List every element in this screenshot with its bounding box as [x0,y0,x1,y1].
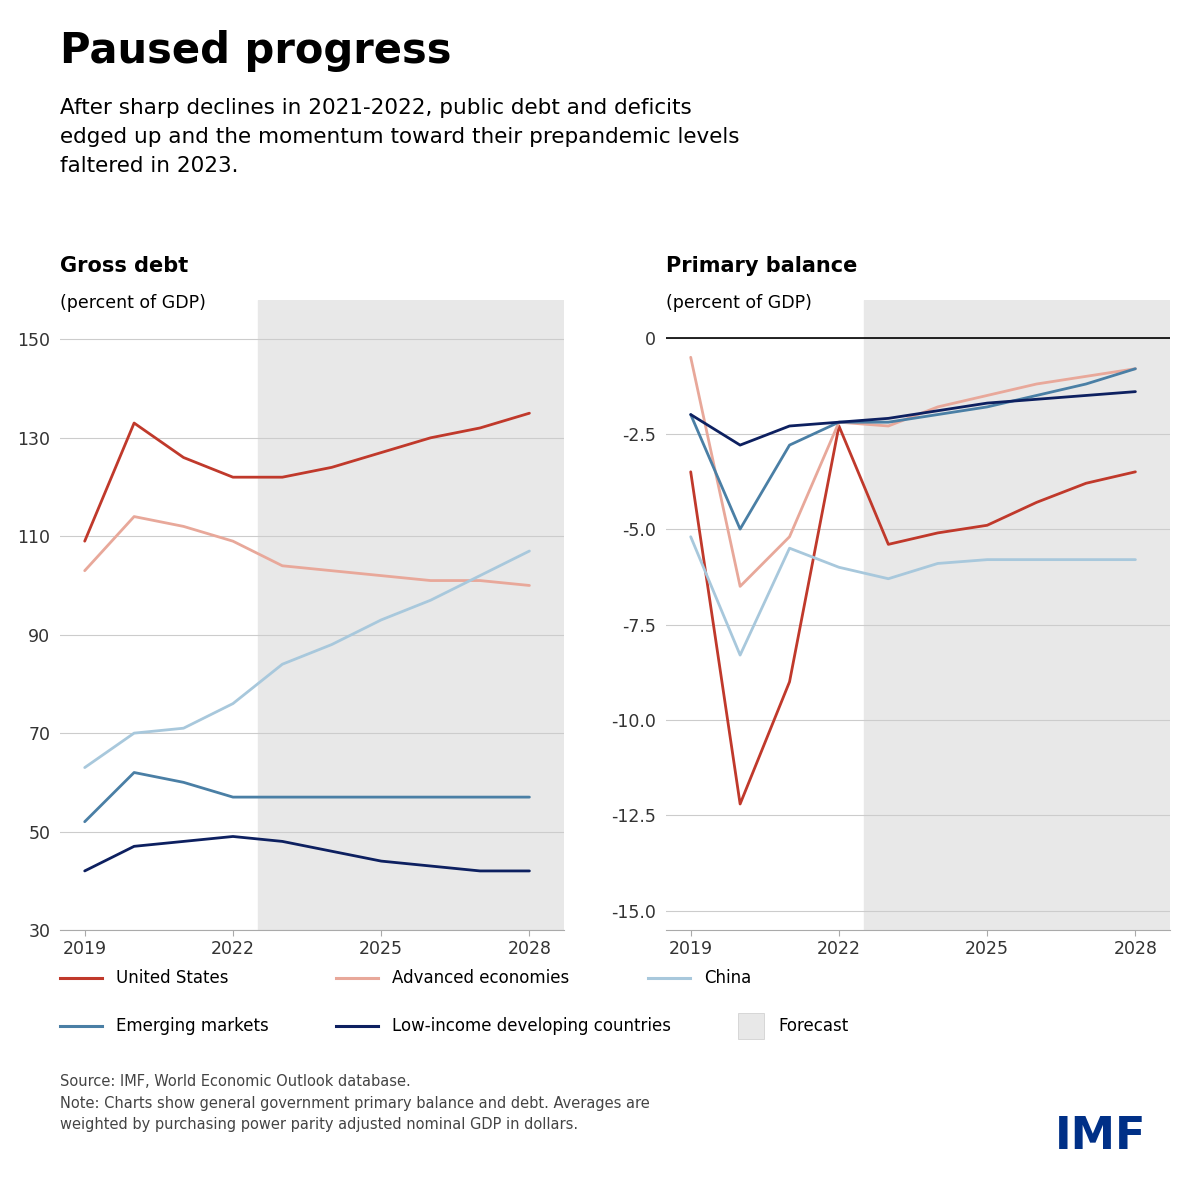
Text: Forecast: Forecast [779,1018,850,1034]
Text: Gross debt: Gross debt [60,256,188,276]
Text: After sharp declines in 2021-2022, public debt and deficits
edged up and the mom: After sharp declines in 2021-2022, publi… [60,98,739,176]
Text: Paused progress: Paused progress [60,30,451,72]
Text: Source: IMF, World Economic Outlook database.
Note: Charts show general governme: Source: IMF, World Economic Outlook data… [60,1074,649,1133]
Text: United States: United States [116,970,229,986]
Text: IMF: IMF [1055,1115,1146,1158]
Text: Advanced economies: Advanced economies [392,970,570,986]
Bar [258,300,564,930]
Text: Primary balance: Primary balance [666,256,857,276]
Text: Low-income developing countries: Low-income developing countries [392,1018,672,1034]
Text: (percent of GDP): (percent of GDP) [666,294,812,312]
Text: Emerging markets: Emerging markets [116,1018,269,1034]
Bar [864,300,1170,930]
Text: China: China [704,970,751,986]
Text: (percent of GDP): (percent of GDP) [60,294,206,312]
